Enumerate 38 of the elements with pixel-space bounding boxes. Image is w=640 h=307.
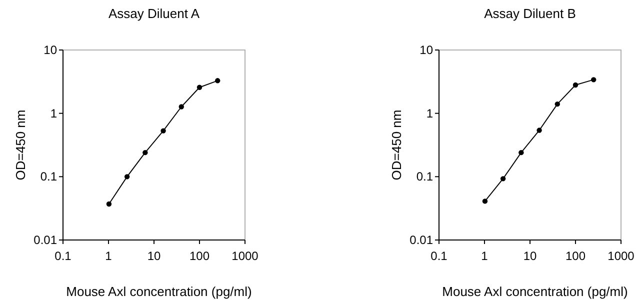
x-tick-label: 1 (481, 249, 488, 263)
point (196, 84, 202, 90)
x-tick-label: 1000 (232, 249, 259, 263)
y-tick-label: 0.01 (410, 233, 434, 247)
chart-title: Assay Diluent A (108, 6, 200, 21)
point (160, 128, 166, 134)
x-tick-label: 0.1 (430, 249, 448, 263)
point (536, 128, 542, 133)
y-tick-label: 0.1 (416, 170, 434, 184)
x-tick-label: 100 (189, 249, 210, 263)
y-axis-title: OD=450 nm (13, 110, 28, 180)
x-tick-label: 0.1 (54, 249, 72, 263)
point (106, 201, 112, 207)
x-tick-label: 10 (147, 249, 161, 263)
chart-title: Assay Diluent B (484, 6, 576, 21)
x-tick-label: 10 (523, 249, 537, 263)
y-axis-title: OD=450 nm (389, 110, 404, 180)
point (554, 101, 560, 107)
x-tick-label: 100 (565, 249, 586, 263)
point (591, 77, 596, 82)
y-tick-label: 1 (426, 106, 434, 120)
x-axis-title: Mouse Axl concentration (pg/ml) (442, 284, 628, 299)
x-tick-label: 1000 (608, 249, 635, 263)
x-tick-label: 1 (105, 249, 112, 263)
y-tick-label: 0.1 (40, 170, 58, 184)
point (142, 150, 148, 156)
point (124, 174, 130, 180)
x-axis-title: Mouse Axl concentration (pg/ml) (66, 284, 252, 299)
y-tick-label: 10 (44, 43, 58, 57)
point (482, 198, 488, 204)
point (215, 78, 220, 84)
y-tick-label: 1 (50, 106, 58, 120)
point (572, 82, 578, 88)
point (178, 104, 184, 110)
y-tick-label: 10 (420, 43, 434, 57)
y-tick-label: 0.01 (34, 233, 58, 247)
point (518, 150, 524, 156)
point (500, 176, 506, 182)
